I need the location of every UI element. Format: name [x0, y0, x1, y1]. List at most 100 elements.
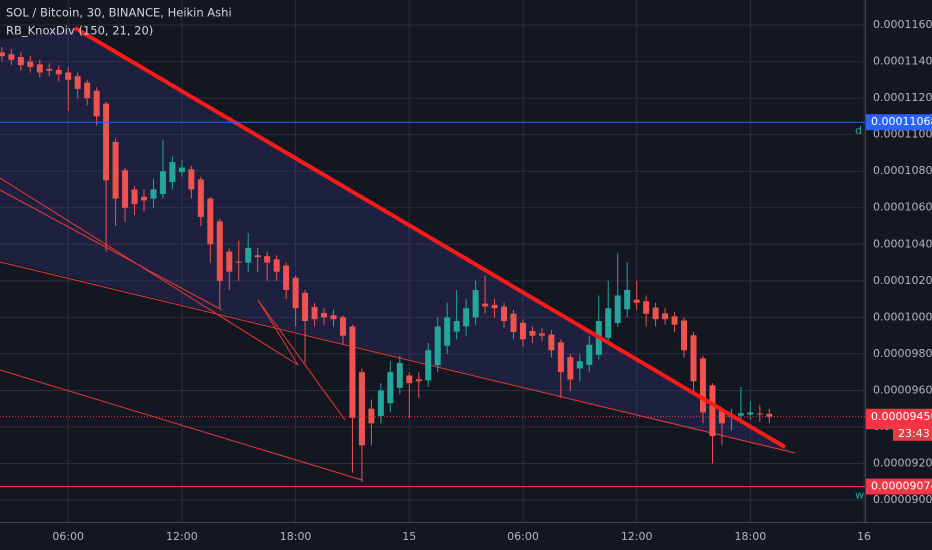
candle-body — [254, 255, 261, 258]
candle-body — [756, 413, 763, 415]
candle-body — [349, 326, 356, 418]
level-label: 0.00011068 — [871, 115, 932, 128]
candle-body — [65, 72, 72, 80]
candle-body — [709, 385, 716, 437]
candle-body — [55, 69, 62, 75]
trend-line — [257, 299, 299, 366]
candle-body — [444, 317, 451, 346]
candle-body — [84, 82, 91, 99]
candle-body — [188, 169, 195, 190]
candle-body — [491, 304, 498, 309]
trend-line — [0, 261, 796, 454]
candle-body — [567, 357, 574, 380]
candle-body — [112, 141, 119, 199]
candle-body — [311, 306, 318, 320]
candle-body — [159, 171, 166, 195]
candle-body — [273, 259, 280, 272]
level-tag: d — [855, 124, 862, 137]
candle-body — [538, 333, 545, 336]
candle-body — [103, 103, 110, 181]
x-tick-label: 15 — [402, 530, 416, 543]
candle-body — [652, 307, 659, 320]
candle-body — [358, 372, 365, 446]
candle-body — [766, 413, 773, 417]
candle-body — [339, 317, 346, 336]
chart-title: SOL / Bitcoin, 30, BINANCE, Heikin Ashi — [6, 6, 232, 20]
candle-body — [93, 90, 100, 117]
candle-body — [434, 326, 441, 366]
candle-body — [368, 408, 375, 424]
candle-body — [197, 179, 204, 217]
candle-body — [529, 331, 536, 336]
trend-line — [257, 299, 346, 421]
candle-body — [548, 334, 555, 351]
countdown: 23:43 — [898, 427, 930, 440]
trend-line — [0, 177, 299, 366]
x-tick-label: 12:00 — [166, 530, 198, 543]
candle-body — [321, 312, 328, 318]
candle-body — [226, 251, 233, 272]
candle-body — [472, 289, 479, 318]
candle-body — [671, 316, 678, 325]
last-price-label: 0.00009456 — [871, 410, 932, 423]
level-label-box — [866, 114, 932, 131]
candle-body — [605, 308, 612, 338]
candle-body — [169, 162, 176, 183]
level-label-box — [866, 478, 932, 495]
candle-body — [681, 320, 688, 351]
candle-body — [387, 372, 394, 404]
candle-body — [216, 221, 223, 281]
divergence-lines — [0, 177, 796, 481]
candles — [0, 46, 773, 482]
candle-body — [283, 265, 290, 290]
price-labels: 0.00011068d0.00009074w0.000094320.000094… — [855, 114, 932, 502]
candle-body — [718, 410, 725, 424]
candle-body — [131, 189, 138, 205]
candle-body — [406, 375, 413, 384]
candle-body — [17, 57, 24, 66]
candle-body — [330, 315, 337, 320]
candle-body — [614, 295, 621, 324]
x-tick-label: 18:00 — [735, 530, 767, 543]
candle-body — [482, 303, 489, 307]
candle-body — [425, 350, 432, 381]
candle-body — [557, 342, 564, 373]
indicator-label: RB_KnoxDiv (150, 21, 20) — [6, 24, 153, 38]
candle-body — [150, 189, 157, 199]
candle-body — [586, 344, 593, 365]
candle-body — [207, 198, 214, 245]
levels — [0, 121, 865, 488]
candle-body — [27, 61, 34, 68]
candle-body — [245, 247, 252, 263]
candle-body — [292, 277, 299, 309]
candle-body — [643, 301, 650, 314]
level-label: 0.00009074 — [871, 480, 932, 493]
trend-line — [0, 369, 363, 481]
x-tick-label: 06:00 — [507, 530, 539, 543]
candle-body — [699, 358, 706, 413]
candle-body — [122, 170, 129, 208]
candle-body — [633, 299, 640, 303]
grid — [0, 0, 865, 522]
candle-body — [662, 313, 669, 320]
candle-body — [141, 196, 148, 201]
candle-body — [624, 289, 631, 310]
candle-body — [0, 52, 5, 57]
candle-body — [463, 308, 470, 327]
candle-body — [453, 321, 460, 332]
countdown-box — [893, 425, 932, 441]
candle-body — [415, 379, 422, 382]
candle-body — [8, 54, 15, 60]
x-tick-label: 18:00 — [280, 530, 312, 543]
